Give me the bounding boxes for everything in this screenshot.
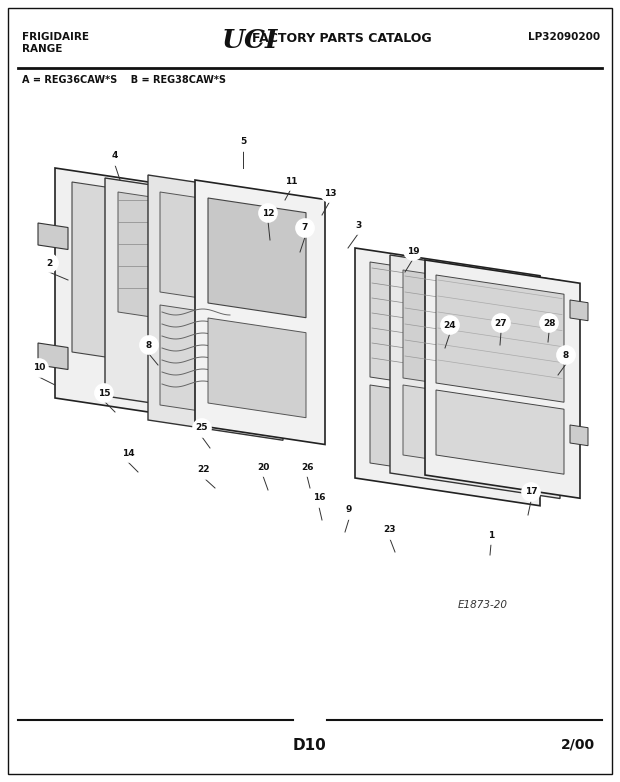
Polygon shape [403,385,543,476]
Text: 12: 12 [262,209,274,217]
Circle shape [340,501,358,519]
Circle shape [140,336,158,354]
Polygon shape [570,425,588,446]
Circle shape [193,419,211,437]
Text: 26: 26 [301,462,313,472]
Text: 2/00: 2/00 [561,738,595,752]
Text: 10: 10 [33,364,45,372]
Polygon shape [208,318,306,418]
Polygon shape [390,255,560,498]
Polygon shape [436,390,564,474]
Circle shape [522,483,540,501]
Text: 28: 28 [542,318,556,328]
Text: LP32090200: LP32090200 [528,32,600,42]
Text: 20: 20 [257,462,269,472]
Text: 5: 5 [240,138,246,146]
Text: 8: 8 [563,350,569,360]
Polygon shape [105,178,245,417]
Circle shape [195,461,213,479]
Circle shape [106,147,124,165]
Text: 11: 11 [285,177,297,185]
Circle shape [298,458,316,476]
Text: 9: 9 [346,505,352,515]
Text: 23: 23 [384,526,396,535]
Text: D10: D10 [293,738,327,753]
Text: 15: 15 [98,389,110,397]
Circle shape [349,216,367,234]
Polygon shape [355,248,540,506]
Text: 22: 22 [198,465,210,475]
Circle shape [119,444,137,462]
Polygon shape [436,275,564,402]
Polygon shape [370,262,525,400]
Polygon shape [72,182,190,370]
Polygon shape [148,175,283,440]
Polygon shape [403,270,543,399]
Text: 13: 13 [324,188,336,198]
Text: 19: 19 [407,246,419,256]
Polygon shape [55,168,210,421]
Circle shape [254,458,272,476]
Circle shape [234,133,252,151]
Circle shape [259,204,277,222]
Circle shape [381,521,399,539]
Text: 27: 27 [495,318,507,328]
Text: 25: 25 [196,424,208,432]
Text: 24: 24 [444,321,456,329]
Text: FRIGIDAIRE: FRIGIDAIRE [22,32,89,42]
Circle shape [492,314,510,332]
Text: 17: 17 [525,487,538,497]
Circle shape [441,316,459,334]
Polygon shape [38,343,68,370]
Text: 3: 3 [355,221,361,229]
Circle shape [482,526,500,544]
Circle shape [540,314,558,332]
Circle shape [30,359,48,377]
Text: 14: 14 [122,449,135,457]
Polygon shape [208,198,306,317]
Circle shape [40,254,58,272]
Polygon shape [38,223,68,249]
Circle shape [557,346,575,364]
Circle shape [282,172,300,190]
Text: 8: 8 [146,340,152,350]
Circle shape [310,489,328,507]
Polygon shape [195,180,325,444]
Text: FACTORY PARTS CATALOG: FACTORY PARTS CATALOG [252,32,432,45]
Polygon shape [425,260,580,498]
Polygon shape [160,192,265,308]
Circle shape [95,384,113,402]
Circle shape [321,184,339,202]
Text: 4: 4 [112,152,118,160]
Text: UCI: UCI [222,28,278,53]
Polygon shape [160,305,265,421]
Circle shape [296,219,314,237]
Text: 2: 2 [46,259,52,267]
Text: 1: 1 [488,530,494,540]
Text: A = REG36CAW*S    B = REG38CAW*S: A = REG36CAW*S B = REG38CAW*S [22,75,226,85]
Polygon shape [118,192,226,328]
Text: 16: 16 [312,493,326,503]
Text: E1873-20: E1873-20 [458,600,508,610]
Polygon shape [370,385,525,486]
Polygon shape [570,300,588,321]
Text: 7: 7 [302,224,308,232]
Circle shape [404,242,422,260]
Text: RANGE: RANGE [22,44,63,54]
